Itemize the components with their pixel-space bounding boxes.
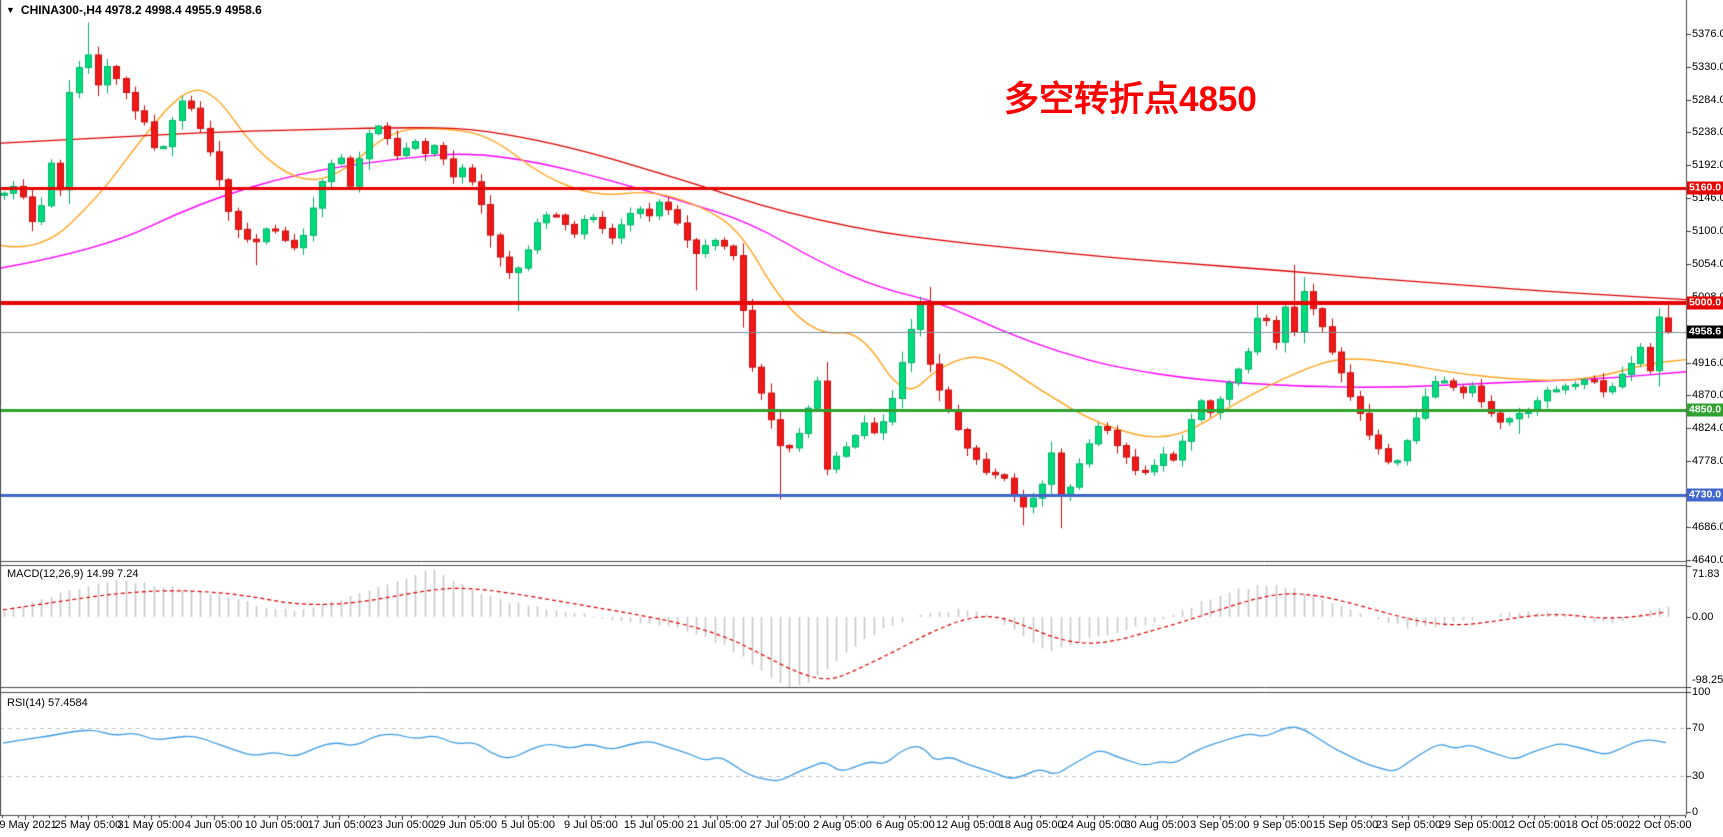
time-tick-label: 5 Jul 05:00 — [501, 819, 555, 831]
time-tick-label: 29 Jun 05:00 — [433, 819, 497, 831]
macd-scale-label: 71.83 — [1692, 568, 1720, 580]
symbol-dropdown-icon[interactable]: ▼ — [6, 5, 15, 15]
time-tick-label: 3 Sep 05:00 — [1190, 819, 1250, 831]
time-tick-label: 10 Jun 05:00 — [244, 819, 309, 831]
time-tick-label: 9 Jul 05:00 — [564, 819, 618, 831]
time-tick-label: 21 Jul 05:00 — [686, 819, 747, 831]
time-tick-label: 25 May 05:00 — [54, 819, 122, 831]
price-level-badge: 5160.0 — [1687, 181, 1723, 195]
price-level-badge: 4850.0 — [1687, 403, 1723, 417]
time-tick-label: 15 Sep 05:00 — [1312, 819, 1379, 831]
time-tick-label: 19 May 2021 — [0, 819, 57, 831]
time-tick-label: 22 Oct 05:00 — [1628, 819, 1692, 831]
price-level-badge: 4730.0 — [1687, 488, 1723, 502]
price-tick-label: 5284.0 — [1692, 93, 1723, 106]
rsi-indicator-label: RSI(14) 57.4584 — [7, 697, 88, 709]
macd-indicator-label: MACD(12,26,9) 14.99 7.24 — [7, 568, 139, 580]
time-tick-label: 23 Jun 05:00 — [370, 819, 435, 831]
time-tick-label: 31 May 05:00 — [117, 819, 185, 831]
symbol-header: ▼ CHINA300-,H4 4978.2 4998.4 4955.9 4958… — [6, 3, 262, 17]
price-tick-label: 4778.0 — [1692, 455, 1723, 468]
rsi-scale-label: 70 — [1692, 721, 1705, 734]
price-tick-label: 4686.0 — [1692, 520, 1723, 533]
time-tick-label: 24 Aug 05:00 — [1061, 819, 1127, 831]
price-tick-label: 5054.0 — [1692, 257, 1723, 270]
price-tick-label: 4916.0 — [1692, 356, 1723, 369]
time-tick-label: 18 Aug 05:00 — [998, 819, 1064, 831]
macd-scale-label: 0.00 — [1692, 611, 1714, 623]
time-tick-label: 9 Sep 05:00 — [1253, 819, 1313, 831]
time-tick-label: 6 Aug 05:00 — [876, 819, 935, 831]
rsi-scale-label: 0 — [1692, 805, 1699, 818]
rsi-scale-label: 30 — [1692, 769, 1705, 782]
price-tick-label: 5238.0 — [1692, 126, 1723, 139]
price-tick-label: 4824.0 — [1692, 422, 1723, 435]
time-tick-label: 30 Aug 05:00 — [1124, 819, 1190, 831]
time-tick-label: 12 Aug 05:00 — [935, 819, 1001, 831]
price-tick-label: 5100.0 — [1692, 225, 1723, 238]
price-tick-label: 5376.0 — [1692, 27, 1723, 40]
time-tick-label: 12 Oct 05:00 — [1502, 819, 1566, 831]
price-tick-label: 4870.0 — [1692, 389, 1723, 402]
time-tick-label: 2 Aug 05:00 — [813, 819, 872, 831]
time-tick-label: 18 Oct 05:00 — [1565, 819, 1629, 831]
price-level-badge: 5000.0 — [1687, 296, 1723, 309]
time-tick-label: 15 Jul 05:00 — [623, 819, 684, 831]
time-tick-label: 17 Jun 05:00 — [307, 819, 372, 831]
macd-scale-label: -98.25 — [1692, 674, 1723, 686]
price-tick-label: 5192.0 — [1692, 159, 1723, 172]
price-tick-label: 5146.0 — [1692, 192, 1723, 205]
time-tick-label: 29 Sep 05:00 — [1438, 819, 1505, 831]
rsi-scale-label: 100 — [1692, 685, 1711, 698]
price-tick-label: 4640.0 — [1692, 553, 1723, 566]
symbol-info: CHINA300-,H4 4978.2 4998.4 4955.9 4958.6 — [20, 3, 262, 17]
price-tick-label: 5330.0 — [1692, 60, 1723, 73]
chart-annotation-text: 多空转折点4850 — [1004, 80, 1257, 119]
time-tick-label: 23 Sep 05:00 — [1375, 819, 1442, 831]
time-tick-label: 27 Jul 05:00 — [749, 819, 810, 831]
time-tick-label: 4 Jun 05:00 — [184, 819, 243, 831]
price-level-badge: 4958.6 — [1687, 325, 1723, 339]
